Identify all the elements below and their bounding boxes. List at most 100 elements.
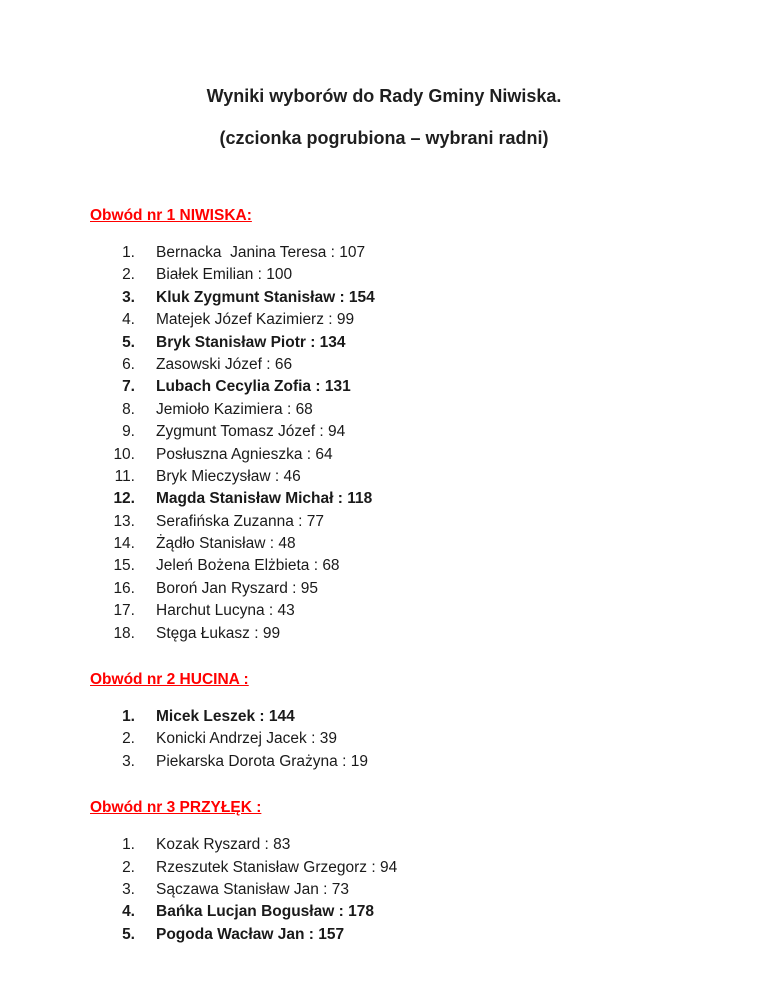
name-votes-separator: : (318, 880, 332, 898)
candidate-number: 12. (113, 490, 135, 508)
candidate-row: 5. Bryk Stanisław Piotr : 134 (90, 332, 728, 354)
candidate-votes: 107 (339, 244, 366, 261)
name-votes-separator: : (249, 624, 263, 642)
candidate-row: 2. Rzeszutek Stanisław Grzegorz : 94 (90, 857, 728, 879)
candidate-votes: 39 (319, 730, 337, 748)
candidate-votes: 73 (331, 880, 350, 898)
document-content: Obwód nr 1 NIWISKA: 1. Bernacka Janina Ter… (90, 206, 728, 946)
candidate-name: Bańka Lucjan Bogusław (156, 903, 335, 921)
candidate-name: Kluk Zygmunt Stanisław (156, 288, 336, 306)
candidate-row: 3. Sączawa Stanisław Jan : 73 (90, 879, 728, 901)
name-votes-separator: : (261, 355, 275, 373)
name-votes-separator: : (323, 311, 337, 329)
name-votes-separator: : (335, 288, 349, 306)
name-votes-separator: : (306, 730, 320, 748)
candidate-result: Micek Leszek : 144 (156, 706, 295, 728)
candidate-name: Bryk Mieczysław (156, 467, 271, 485)
candidate-name: Piekarska Dorota Grażyna (156, 752, 338, 770)
candidate-number: 15. (113, 557, 135, 575)
candidate-number: 6. (122, 355, 135, 373)
candidate-result: Sączawa Stanisław Jan : 73 (156, 879, 349, 901)
candidate-list: 1. Micek Leszek : 144 2. Konicki Andrzej Ja… (90, 706, 728, 773)
candidate-result: Zasowski Józef : 66 (156, 354, 292, 376)
candidate-list: 1. Kozak Ryszard : 83 2. Rzeszutek Stanisła… (90, 834, 728, 946)
results-section: Obwód nr 2 HUCINA :1. Micek Leszek : 144 2… (90, 670, 728, 773)
candidate-number: 1. (122, 836, 135, 854)
section-header: Obwód nr 3 PRZYŁĘK : (90, 799, 262, 817)
candidate-name: Pogoda Wacław Jan (156, 925, 305, 943)
candidate-result: Kluk Zygmunt Stanisław : 154 (156, 287, 375, 309)
name-votes-separator: : (270, 467, 284, 485)
candidate-result: Jemioło Kazimiera : 68 (156, 399, 313, 421)
candidate-result: Białek Emilian : 100 (156, 264, 292, 286)
candidate-result: Harchut Lucyna : 43 (156, 600, 295, 622)
candidate-row: 2. Konicki Andrzej Jacek : 39 (90, 728, 728, 750)
candidate-result: Bryk Stanisław Piotr : 134 (156, 332, 346, 354)
name-votes-separator: : (293, 512, 307, 530)
name-votes-separator: : (264, 602, 278, 620)
candidate-number: 1. (122, 708, 135, 726)
candidate-votes: 94 (379, 858, 398, 876)
candidate-votes: 154 (348, 288, 375, 306)
candidate-name: Żądło Stanisław (156, 535, 266, 553)
name-votes-separator: : (305, 333, 320, 351)
candidate-name: Sączawa Stanisław Jan (156, 880, 319, 898)
candidate-row: 3. Kluk Zygmunt Stanisław : 154 (90, 287, 728, 309)
name-votes-separator: : (287, 579, 301, 597)
candidate-number: 5. (122, 925, 135, 943)
candidate-row: 10. Posłuszna Agnieszka : 64 (90, 444, 728, 466)
candidate-number: 10. (113, 445, 135, 463)
candidate-number: 9. (122, 423, 135, 441)
candidate-votes: 66 (274, 355, 293, 373)
candidate-votes: 178 (348, 903, 374, 921)
candidate-row: 11. Bryk Mieczysław : 46 (90, 466, 728, 488)
candidate-row: 1. Micek Leszek : 144 (90, 706, 728, 728)
candidate-name: Jemioło Kazimiera (156, 400, 283, 418)
candidate-row: 7. Lubach Cecylia Zofia : 131 (90, 376, 728, 398)
candidate-row: 5. Pogoda Wacław Jan : 157 (90, 924, 728, 946)
candidate-votes: 95 (300, 579, 318, 597)
candidate-row: 13. Serafińska Zuzanna : 77 (90, 511, 728, 533)
candidate-row: 4. Matejek Józef Kazimierz : 99 (90, 309, 728, 331)
candidate-votes: 131 (324, 378, 351, 396)
candidate-votes: 19 (350, 752, 368, 770)
candidate-result: Bańka Lucjan Bogusław : 178 (156, 901, 374, 923)
candidate-name: Magda Stanisław Michał (156, 490, 334, 508)
candidate-name: Matejek Józef Kazimierz (156, 311, 324, 329)
candidate-row: 14. Żądło Stanisław : 48 (90, 533, 728, 555)
candidate-row: 4. Bańka Lucjan Bogusław : 178 (90, 901, 728, 923)
results-section: Obwód nr 1 NIWISKA: 1. Bernacka Janina Ter… (90, 206, 728, 645)
candidate-votes: 100 (266, 266, 293, 284)
candidate-name: Harchut Lucyna (156, 602, 265, 620)
candidate-votes: 99 (336, 311, 355, 329)
candidate-votes: 46 (283, 467, 301, 485)
name-votes-separator: : (253, 266, 267, 284)
results-section: Obwód nr 3 PRZYŁĘK : 1. Kozak Ryszard : 83… (90, 798, 728, 946)
name-votes-separator: : (334, 903, 349, 921)
candidate-row: 6. Zasowski Józef : 66 (90, 354, 728, 376)
candidate-number: 8. (122, 400, 135, 418)
candidate-list: 1. Bernacka Janina Teresa : 107 2. Białek E… (90, 242, 728, 645)
candidate-name: Jeleń Bożena Elżbieta (156, 557, 310, 575)
candidate-votes: 157 (318, 925, 345, 943)
candidate-votes: 68 (322, 557, 340, 575)
candidate-number: 3. (122, 752, 135, 770)
candidate-number: 13. (113, 512, 135, 530)
candidate-name: Bernacka Janina Teresa (156, 244, 327, 261)
candidate-row: 12. Magda Stanisław Michał : 118 (90, 488, 728, 510)
candidate-votes: 99 (262, 624, 281, 642)
candidate-result: Magda Stanisław Michał : 118 (156, 488, 372, 510)
candidate-result: Matejek Józef Kazimierz : 99 (156, 309, 354, 331)
candidate-votes: 64 (315, 445, 333, 463)
candidate-result: Serafińska Zuzanna : 77 (156, 511, 324, 533)
candidate-number: 4. (122, 903, 135, 921)
name-votes-separator: : (315, 423, 329, 441)
candidate-number: 4. (122, 311, 135, 329)
name-votes-separator: : (265, 535, 279, 553)
candidate-name: Stęga Łukasz (156, 624, 250, 642)
candidate-row: 2. Białek Emilian : 100 (90, 264, 728, 286)
candidate-votes: 118 (347, 490, 373, 508)
name-votes-separator: : (304, 925, 319, 943)
candidate-name: Kozak Ryszard (156, 836, 261, 854)
